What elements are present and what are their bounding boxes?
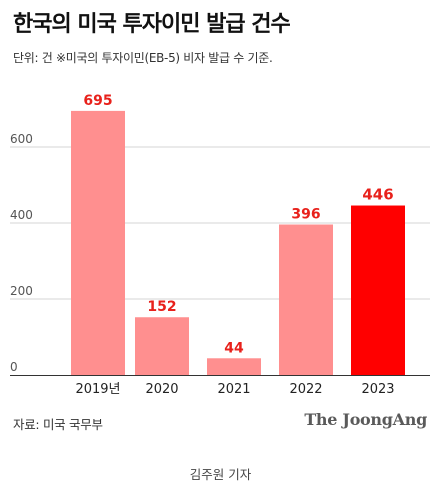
y-tick-label: 600 [10,132,33,146]
bar [207,358,261,375]
x-tick-label: 2020 [145,382,178,397]
x-tick-label: 2019년 [75,382,120,397]
x-tick-label: 2022 [289,382,322,397]
y-tick-label: 400 [10,208,33,222]
bar-value-label: 152 [147,299,176,315]
y-tick-label: 0 [10,360,18,374]
y-tick-label: 200 [10,284,33,298]
bar [135,317,189,375]
bar [71,110,125,376]
bar-chart: 0 200 400 600 695 2019년 152 2020 44 2021 396 2022 44… [10,93,430,397]
x-tick-label: 2021 [217,382,250,397]
chart-title: 한국의 미국 투자이민 발급 건수 [13,12,291,37]
bar-value-label: 446 [362,186,393,204]
bar-value-label: 44 [224,340,244,356]
publisher-logo: The JoongAng [304,410,427,429]
bar [351,205,405,375]
bar-value-label: 396 [291,207,320,223]
source-note: 자료: 미국 국무부 [13,417,103,432]
chart-subtitle: 단위: 건 ※미국의 투자이민(EB-5) 비자 발급 수 기준. [13,51,273,65]
x-tick-label: 2023 [361,382,394,397]
bar-value-label: 695 [83,93,112,109]
reporter-credit: 김주원 기자 [189,467,252,482]
bar [279,224,333,375]
